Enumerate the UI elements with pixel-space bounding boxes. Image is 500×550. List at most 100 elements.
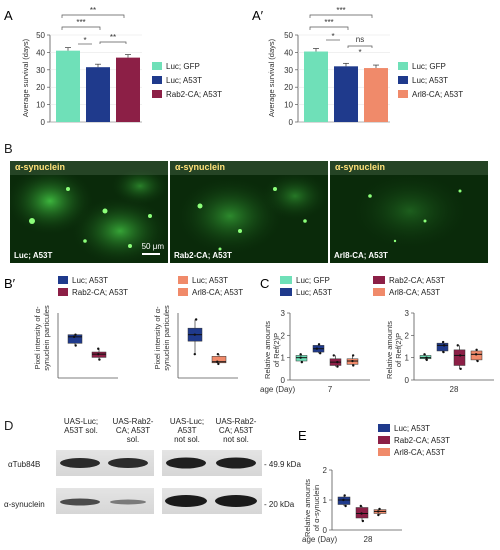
y-ticks: 0 1 2	[323, 466, 332, 535]
legend-label: Arl8-CA; A53T	[389, 288, 440, 297]
y-tick-label: 40	[284, 48, 293, 57]
genotype-label: Luc; A53T	[14, 251, 52, 260]
bars	[304, 49, 388, 122]
sig-label: ns	[356, 35, 364, 44]
day-label: 28	[364, 535, 373, 544]
fluorescence-texture	[330, 161, 488, 263]
sig-label: **	[90, 6, 96, 15]
box-plots	[188, 318, 226, 365]
data-point	[336, 365, 338, 367]
significance-brackets	[62, 15, 126, 44]
legend-swatch	[152, 90, 162, 98]
x-axis-label: age (Day)	[302, 535, 337, 544]
blot-images	[56, 450, 262, 522]
data-point	[217, 363, 219, 365]
legend-swatch	[178, 288, 188, 296]
stain-label: α-synuclein	[335, 162, 385, 172]
legend-label: Luc; A53T	[412, 76, 448, 85]
y-axis-label: synuclein particules	[42, 305, 51, 371]
data-point	[351, 360, 353, 362]
data-point	[352, 354, 354, 356]
legend-label: Rab2-CA; A53T	[166, 90, 222, 99]
blot-band	[215, 495, 257, 507]
data-point	[299, 353, 301, 355]
panel-label-a-prime: A′	[252, 8, 264, 23]
legend-swatch	[373, 276, 385, 284]
bar	[86, 67, 110, 122]
lane-line: UAS-Luc;	[164, 417, 210, 426]
legend-label: Rab2-CA; A53T	[394, 436, 450, 445]
legend-swatch	[398, 62, 408, 70]
panel-label-a: A	[4, 8, 13, 23]
panel-label-e: E	[298, 428, 307, 443]
y-axis-label: Relative amounts	[263, 321, 272, 379]
legend-label: Luc; A53T	[166, 76, 202, 85]
panel-a: A Average survival (days) 01020304050 **…	[0, 0, 250, 140]
data-point	[319, 352, 321, 354]
y-tick-label: 20	[284, 83, 293, 92]
box-plots	[68, 333, 106, 360]
panel-e: E Luc; A53T Rab2-CA; A53T Arl8-CA; A53T …	[298, 420, 498, 548]
data-point	[443, 344, 445, 346]
blot-band	[165, 495, 207, 507]
blot-band	[60, 499, 100, 506]
panel-label-b: B	[4, 141, 13, 156]
genotype-label: Arl8-CA; A53T	[334, 251, 388, 260]
sig-label: *	[331, 32, 334, 41]
y-axis-label: Average survival (days)	[267, 38, 276, 117]
lane-line: sol.	[108, 435, 158, 444]
sig-label: *	[358, 48, 361, 57]
y-tick-label: 0	[41, 118, 46, 127]
data-point	[476, 360, 478, 362]
legend-label: Luc; A53T	[394, 424, 430, 433]
data-point	[377, 510, 379, 512]
legend-swatch	[178, 276, 188, 284]
data-point	[360, 512, 362, 514]
y-tick-label: 30	[284, 66, 293, 75]
lane-line: A53T sol.	[54, 426, 108, 435]
data-point	[362, 520, 364, 522]
data-point	[194, 353, 196, 355]
data-point	[316, 348, 318, 350]
legend-swatch	[152, 76, 162, 84]
bar	[56, 51, 80, 122]
legend-swatch	[280, 276, 292, 284]
data-point	[423, 353, 425, 355]
y-tick-label: 1	[323, 496, 328, 505]
panel-label-b-prime: B′	[4, 276, 16, 291]
y-tick-label: 2	[281, 331, 286, 340]
legend-label: Arl8-CA; A53T	[192, 288, 243, 297]
kda-marker: - 20 kDa	[264, 500, 294, 509]
legend-label: Arl8-CA; A53T	[394, 448, 445, 457]
legend-swatch	[378, 424, 390, 432]
microscopy-image: α-synuclein Luc; A53T 50 μm	[10, 161, 168, 263]
y-ticks: 0123	[281, 309, 290, 385]
sig-label: *	[83, 36, 86, 45]
lane-line: CA; A53T	[108, 426, 158, 435]
y-tick-label: 1	[281, 354, 286, 363]
sig-label: **	[110, 33, 116, 42]
y-tick-label: 3	[405, 309, 410, 318]
panel-label-c: C	[260, 276, 269, 291]
lane-line: CA; A53T	[210, 426, 262, 435]
legend-label: Luc; A53T	[296, 288, 332, 297]
microscopy-image: α-synuclein Rab2-CA; A53T	[170, 161, 328, 263]
data-point	[442, 341, 444, 343]
legend-label: Arl8-CA; A53T	[412, 90, 463, 99]
blot-band	[110, 500, 146, 505]
blot-band	[216, 458, 256, 469]
data-point	[475, 353, 477, 355]
y-tick-label: 10	[284, 101, 293, 110]
data-point	[74, 344, 76, 346]
panel-b-prime: B′ Pixel intensity of α- synuclein parti…	[0, 268, 258, 398]
box-plots	[338, 494, 386, 522]
y-tick-label: 0	[281, 376, 286, 385]
sig-label: ***	[336, 6, 345, 15]
box	[68, 335, 82, 344]
data-point	[97, 348, 99, 350]
bar	[116, 58, 140, 122]
lane-line: UAS-Rab2-	[108, 417, 158, 426]
y-tick-label: 2	[405, 331, 410, 340]
y-axis-label: Relative amounts	[303, 479, 312, 537]
stain-label: α-synuclein	[175, 162, 225, 172]
